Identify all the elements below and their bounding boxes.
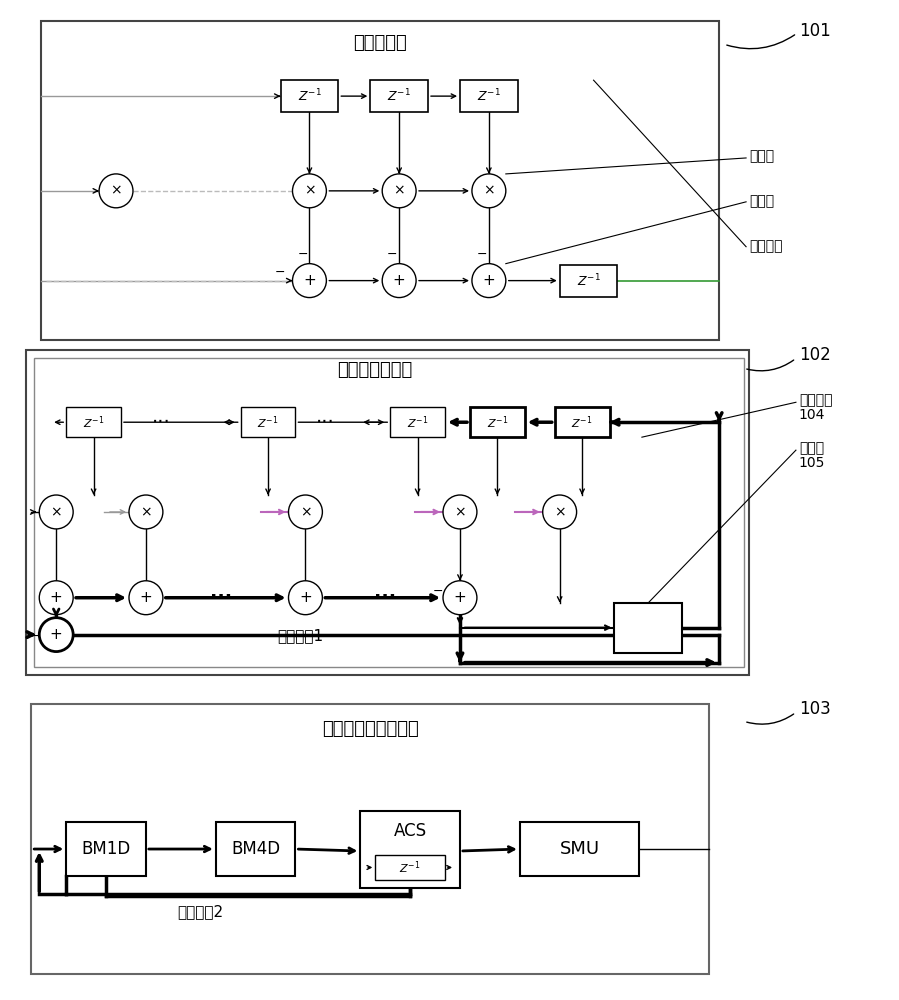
Circle shape bbox=[543, 495, 576, 529]
Text: $Z^{-1}$: $Z^{-1}$ bbox=[399, 859, 421, 876]
FancyArrowPatch shape bbox=[726, 35, 795, 49]
FancyArrowPatch shape bbox=[747, 714, 794, 724]
Circle shape bbox=[472, 264, 506, 298]
Text: −: − bbox=[433, 585, 443, 598]
Text: ···: ··· bbox=[316, 413, 334, 432]
Text: 加法器: 加法器 bbox=[749, 194, 774, 208]
Text: ×: × bbox=[483, 184, 494, 198]
Text: 延时单元: 延时单元 bbox=[799, 393, 832, 407]
Text: +: + bbox=[454, 590, 467, 605]
Circle shape bbox=[99, 174, 133, 208]
Circle shape bbox=[292, 174, 326, 208]
Circle shape bbox=[443, 581, 476, 615]
Text: 前馈均衡器: 前馈均衡器 bbox=[353, 34, 407, 52]
Bar bbox=[375, 855, 445, 880]
Text: −: − bbox=[387, 248, 397, 261]
Circle shape bbox=[129, 495, 163, 529]
FancyArrowPatch shape bbox=[747, 360, 794, 371]
Text: +: + bbox=[299, 590, 312, 605]
Text: 并行判决反馈解码器: 并行判决反馈解码器 bbox=[322, 720, 419, 738]
Text: −: − bbox=[274, 266, 285, 279]
Circle shape bbox=[382, 174, 416, 208]
Text: $Z^{-1}$: $Z^{-1}$ bbox=[407, 414, 428, 431]
Text: $Z^{-1}$: $Z^{-1}$ bbox=[83, 414, 104, 431]
Text: 103: 103 bbox=[799, 700, 831, 718]
Bar bbox=[241, 407, 296, 437]
Circle shape bbox=[40, 618, 73, 652]
Circle shape bbox=[382, 264, 416, 298]
Circle shape bbox=[289, 495, 323, 529]
Text: 104: 104 bbox=[799, 408, 825, 422]
Text: ×: × bbox=[111, 184, 122, 198]
Text: SMU: SMU bbox=[559, 840, 600, 858]
Bar bbox=[26, 350, 749, 675]
Text: 105: 105 bbox=[799, 456, 825, 470]
Bar bbox=[470, 407, 525, 437]
Text: +: + bbox=[303, 273, 316, 288]
Text: ···: ··· bbox=[374, 588, 396, 607]
Text: −: − bbox=[30, 630, 40, 643]
Text: 关键路径2: 关键路径2 bbox=[178, 904, 224, 919]
Circle shape bbox=[292, 264, 326, 298]
Circle shape bbox=[40, 495, 73, 529]
Bar bbox=[615, 603, 682, 653]
Circle shape bbox=[472, 174, 506, 208]
Text: ×: × bbox=[50, 505, 62, 519]
Text: $Z^{-1}$: $Z^{-1}$ bbox=[486, 414, 508, 431]
Bar bbox=[390, 407, 445, 437]
Text: 关键路径1: 关键路径1 bbox=[278, 628, 324, 643]
Text: BM4D: BM4D bbox=[231, 840, 280, 858]
Text: ···: ··· bbox=[209, 588, 232, 607]
Text: 102: 102 bbox=[799, 346, 831, 364]
Text: $Z^{-1}$: $Z^{-1}$ bbox=[298, 88, 321, 104]
Text: ×: × bbox=[454, 505, 466, 519]
Text: ×: × bbox=[554, 505, 565, 519]
Text: ×: × bbox=[299, 505, 311, 519]
Bar bbox=[555, 407, 610, 437]
Text: BM1D: BM1D bbox=[82, 840, 130, 858]
Bar bbox=[67, 407, 121, 437]
Text: $Z^{-1}$: $Z^{-1}$ bbox=[477, 88, 501, 104]
Text: ×: × bbox=[140, 505, 152, 519]
Text: +: + bbox=[393, 273, 405, 288]
Circle shape bbox=[289, 581, 323, 615]
Bar bbox=[216, 822, 296, 876]
Text: +: + bbox=[49, 627, 63, 642]
Bar bbox=[560, 265, 618, 297]
Text: −: − bbox=[298, 248, 308, 261]
Bar bbox=[34, 358, 744, 667]
Text: −: − bbox=[476, 248, 487, 261]
Bar bbox=[31, 704, 709, 974]
Text: ACS: ACS bbox=[394, 822, 427, 840]
Text: 101: 101 bbox=[799, 22, 831, 40]
Text: 乘法器: 乘法器 bbox=[749, 149, 774, 163]
Bar bbox=[520, 822, 639, 876]
Bar bbox=[370, 80, 428, 112]
Text: +: + bbox=[139, 590, 152, 605]
Bar bbox=[460, 80, 518, 112]
Text: 延时单元: 延时单元 bbox=[749, 239, 782, 253]
Text: $Z^{-1}$: $Z^{-1}$ bbox=[387, 88, 411, 104]
Text: 判决器: 判决器 bbox=[799, 441, 824, 455]
Bar bbox=[280, 80, 338, 112]
Circle shape bbox=[129, 581, 163, 615]
Text: $Z^{-1}$: $Z^{-1}$ bbox=[576, 272, 601, 289]
Text: 判决反馈均衡器: 判决反馈均衡器 bbox=[338, 361, 413, 379]
Text: $Z^{-1}$: $Z^{-1}$ bbox=[572, 414, 592, 431]
Text: +: + bbox=[483, 273, 495, 288]
Text: ×: × bbox=[394, 184, 405, 198]
Circle shape bbox=[443, 495, 476, 529]
Bar bbox=[41, 21, 719, 340]
Text: ×: × bbox=[304, 184, 316, 198]
Text: ···: ··· bbox=[152, 413, 170, 432]
Bar bbox=[67, 822, 146, 876]
Circle shape bbox=[40, 581, 73, 615]
Text: $Z^{-1}$: $Z^{-1}$ bbox=[257, 414, 279, 431]
Text: +: + bbox=[49, 590, 63, 605]
Bar bbox=[360, 811, 460, 888]
